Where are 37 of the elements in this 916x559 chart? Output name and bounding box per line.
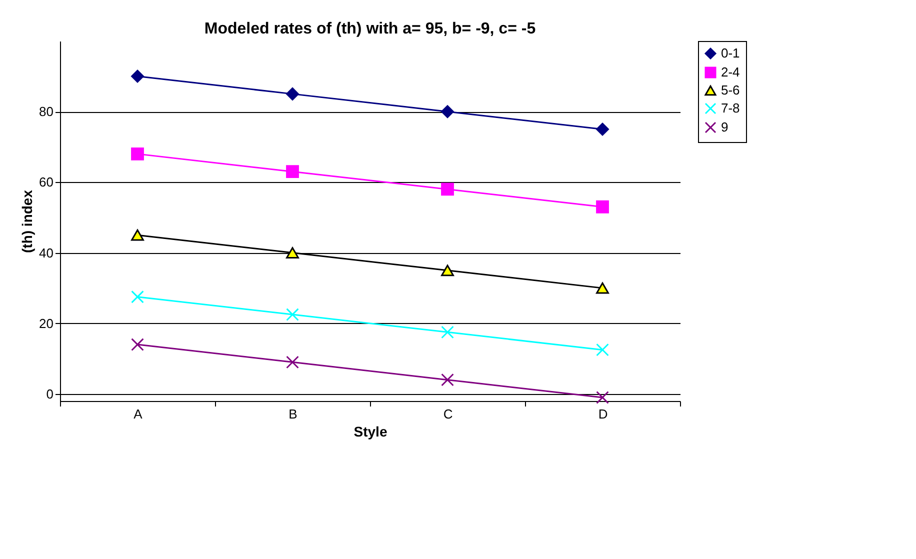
legend-label: 0-1 — [721, 46, 740, 60]
chart-title: Modeled rates of (th) with a= 95, b= -9, c= -5 — [204, 20, 536, 38]
point — [131, 147, 144, 160]
x-tick-label: A — [134, 406, 143, 422]
y-tick-label: 20 — [39, 316, 54, 331]
y-tick-label: 40 — [39, 245, 54, 260]
point — [596, 200, 609, 214]
point — [286, 308, 299, 321]
legend-label: 5-6 — [721, 82, 740, 98]
legend-label: 9 — [721, 120, 728, 134]
x-tick-label: B — [288, 406, 298, 422]
y-axis-title: (th) index — [19, 190, 36, 253]
point — [286, 356, 299, 369]
point — [286, 87, 299, 100]
point — [441, 182, 454, 196]
point — [441, 326, 454, 339]
point — [131, 70, 144, 83]
point — [441, 264, 454, 276]
y-tick-label: 80 — [39, 104, 54, 120]
point — [131, 338, 144, 351]
point — [596, 343, 609, 356]
point — [131, 290, 144, 304]
y-tick-label: 60 — [39, 174, 54, 190]
legend-label: 7-8 — [721, 100, 740, 116]
legend-label: 2-4 — [721, 64, 740, 80]
point — [441, 105, 454, 118]
point — [596, 391, 609, 404]
x-tick-label: C — [443, 406, 453, 422]
point — [596, 282, 609, 294]
point — [441, 373, 454, 386]
point — [596, 122, 609, 136]
x-tick-label: D — [598, 406, 608, 422]
point — [131, 229, 144, 241]
point — [286, 247, 299, 258]
point — [286, 165, 299, 178]
x-axis-title: Style — [354, 424, 388, 440]
y-tick-label: 0 — [46, 386, 54, 402]
